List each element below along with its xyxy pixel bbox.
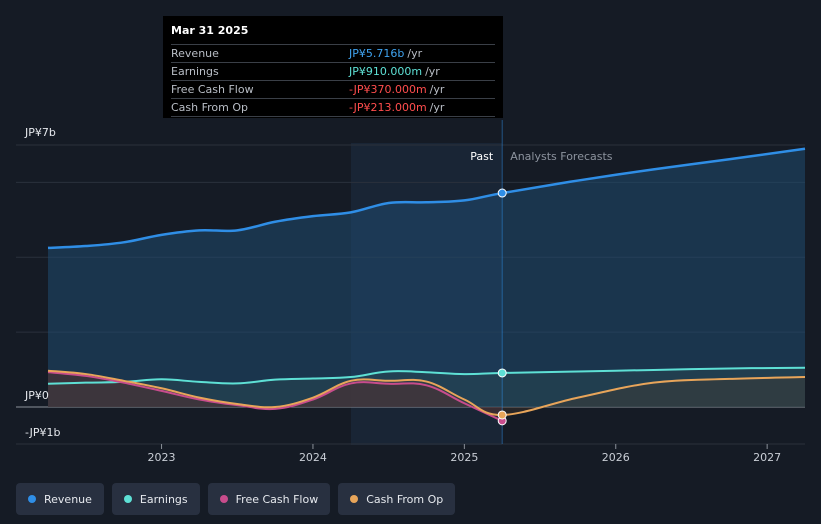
tooltip-label: Earnings — [171, 65, 219, 78]
marker-revenue — [497, 188, 507, 198]
y-axis-labels: JP¥7b JP¥0 -JP¥1b — [24, 126, 60, 439]
tooltip-row-earnings: Earnings JP¥910.000m /yr — [171, 63, 495, 81]
y-tick-label: JP¥7b — [24, 126, 56, 139]
past-label: Past — [470, 150, 494, 163]
forecast-label: Analysts Forecasts — [510, 150, 613, 163]
tooltip-value: JP¥5.716b — [349, 47, 405, 60]
legend: Revenue Earnings Free Cash Flow Cash Fro… — [16, 483, 456, 515]
series-area-cash-from-op — [48, 370, 805, 415]
tooltip-unit: /yr — [429, 83, 445, 96]
x-tick-label: 2024 — [299, 451, 327, 464]
tooltip-unit: /yr — [425, 65, 440, 78]
legend-item-revenue[interactable]: Revenue — [16, 483, 104, 515]
legend-label: Free Cash Flow — [235, 492, 319, 506]
series-lines — [47, 147, 806, 422]
tooltip-row-free-cash-flow: Free Cash Flow -JP¥370.000m /yr — [171, 81, 495, 99]
marker-earnings — [497, 368, 507, 378]
tooltip-label: Free Cash Flow — [171, 83, 254, 96]
legend-dot-icon — [123, 495, 132, 503]
series-line-revenue — [47, 147, 806, 250]
legend-dot-icon — [350, 495, 359, 503]
x-tick-label: 2027 — [753, 451, 781, 464]
tooltip-row-cash-from-op: Cash From Op -JP¥213.000m /yr — [171, 99, 495, 117]
y-tick-label: -JP¥1b — [25, 426, 60, 439]
series-line-cash-from-op — [47, 369, 806, 416]
legend-label: Cash From Op — [366, 492, 444, 506]
legend-item-free-cash-flow[interactable]: Free Cash Flow — [207, 483, 331, 515]
tooltip-date: Mar 31 2025 — [171, 24, 495, 45]
x-tick-label: 2026 — [602, 451, 630, 464]
tooltip-unit: /yr — [429, 101, 445, 114]
tooltip-label: Revenue — [171, 47, 219, 60]
tooltip-row-revenue: Revenue JP¥5.716b /yr — [171, 45, 495, 63]
tooltip-value: JP¥910.000m — [349, 65, 423, 78]
legend-dot-icon — [28, 495, 36, 503]
tooltip-value: -JP¥213.000m — [349, 101, 427, 114]
tooltip-unit: /yr — [407, 47, 423, 60]
series-markers — [497, 188, 507, 426]
legend-label: Earnings — [139, 492, 188, 506]
marker-cash-from-op — [497, 410, 507, 420]
x-tick-label: 2025 — [450, 451, 478, 464]
series-area-revenue — [48, 148, 805, 407]
legend-label: Revenue — [44, 492, 92, 506]
series-line-earnings — [47, 366, 806, 385]
y-tick-label: JP¥0 — [24, 389, 49, 402]
x-tick-label: 2023 — [148, 451, 176, 464]
series-line-free-cash-flow — [47, 371, 503, 422]
legend-item-cash-from-op[interactable]: Cash From Op — [338, 483, 456, 515]
tooltip-value: -JP¥370.000m — [349, 83, 427, 96]
legend-dot-icon — [219, 495, 228, 503]
tooltip: Mar 31 2025 Revenue JP¥5.716b /yr Earnin… — [163, 16, 503, 118]
tooltip-label: Cash From Op — [171, 101, 249, 114]
x-axis-labels: 2023 2024 2025 2026 2027 — [148, 444, 781, 464]
legend-item-earnings[interactable]: Earnings — [111, 483, 200, 515]
